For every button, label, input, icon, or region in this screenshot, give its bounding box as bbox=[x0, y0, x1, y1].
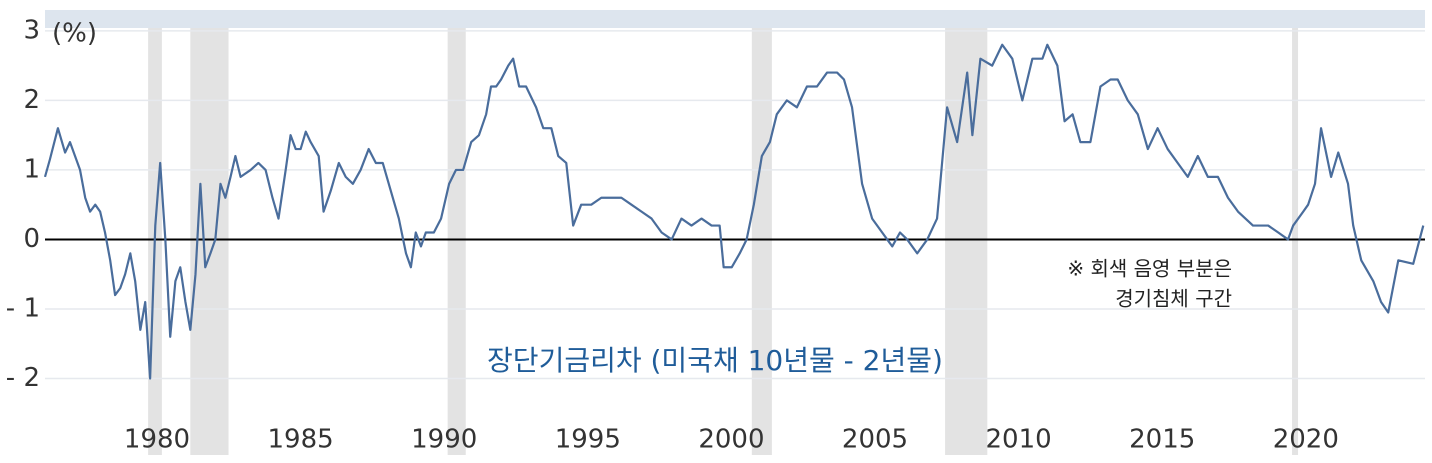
recession-band bbox=[190, 28, 228, 455]
x-tick-label: 2015 bbox=[1129, 425, 1195, 455]
y-tick-label: - 2 bbox=[6, 363, 40, 393]
x-tick-label: 1985 bbox=[268, 425, 334, 455]
x-tick-label: 1995 bbox=[555, 425, 621, 455]
y-axis-unit: (%) bbox=[52, 19, 97, 49]
y-tick-label: - 1 bbox=[6, 293, 40, 323]
x-tick-label: 2020 bbox=[1273, 425, 1339, 455]
series-label: 장단기금리차 (미국채 10년물 - 2년물) bbox=[487, 344, 943, 377]
x-tick-label: 2000 bbox=[698, 425, 764, 455]
shading-layer bbox=[148, 28, 1298, 455]
y-tick-label: 3 bbox=[23, 15, 40, 45]
recession-band bbox=[448, 28, 466, 455]
x-tick-label: 1990 bbox=[411, 425, 477, 455]
grid-layer bbox=[45, 31, 1425, 379]
recession-band bbox=[1292, 28, 1298, 455]
x-tick-label: 2005 bbox=[842, 425, 908, 455]
annotation: ※ 회색 음영 부분은 bbox=[1067, 257, 1232, 281]
top-band bbox=[45, 10, 1425, 28]
recession-band bbox=[945, 28, 987, 455]
y-tick-label: 0 bbox=[23, 224, 40, 254]
y-tick-label: 2 bbox=[23, 85, 40, 115]
x-tick-label: 1980 bbox=[124, 425, 190, 455]
series-line bbox=[45, 45, 1423, 379]
recession-band bbox=[752, 28, 772, 455]
y-tick-label: 1 bbox=[23, 154, 40, 184]
x-tick-label: 2010 bbox=[986, 425, 1052, 455]
line-layer bbox=[45, 45, 1425, 379]
annotation: 경기침체 구간 bbox=[1115, 287, 1232, 311]
